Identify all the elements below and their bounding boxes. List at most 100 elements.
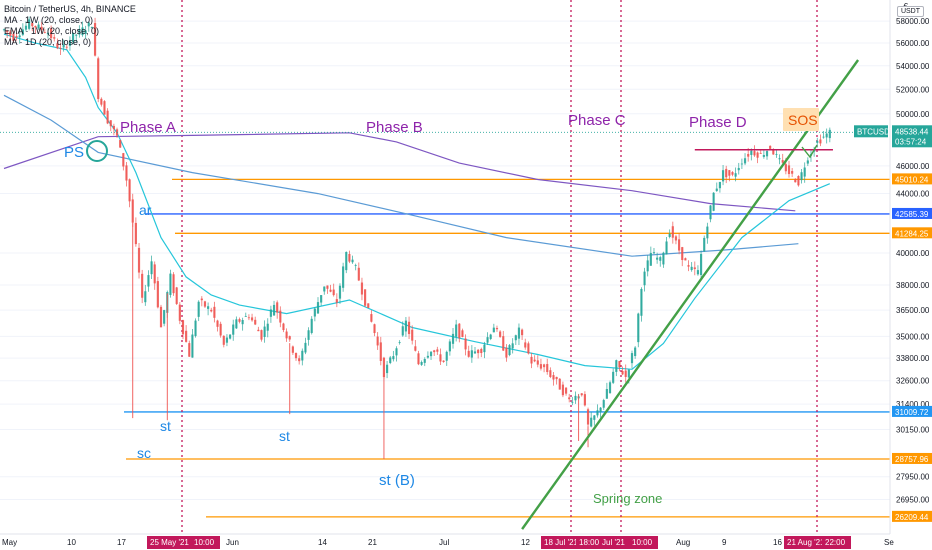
annotation-label: st (B)	[379, 472, 415, 489]
annotation-label: Phase A	[120, 119, 176, 136]
candle-body	[298, 358, 301, 362]
countdown-label: 03:57:24	[895, 137, 927, 146]
candle-body	[678, 239, 681, 251]
candle-body	[687, 265, 690, 267]
candle-body	[304, 342, 307, 353]
candle-body	[100, 98, 103, 105]
candle-body	[429, 351, 433, 357]
currency-button[interactable]: USDT	[896, 6, 924, 17]
candle-body	[797, 176, 800, 186]
candle-body	[646, 260, 649, 272]
candle-body	[461, 330, 464, 337]
annotation-label: Spring zone	[593, 491, 662, 506]
candle-body	[203, 301, 207, 307]
candle-body	[781, 160, 784, 163]
candle-body	[568, 397, 571, 400]
candle-body	[602, 400, 605, 408]
candle-body	[62, 44, 65, 48]
candle-body	[28, 19, 31, 29]
candle-body	[489, 334, 492, 339]
price-level-tag-label: 41284.25	[895, 229, 929, 238]
time-marker-label: 22:00	[825, 538, 846, 547]
time-marker-tag	[599, 536, 638, 549]
candle-body	[329, 289, 332, 292]
time-tick-label: Jun	[226, 538, 239, 547]
candle-body	[373, 324, 376, 334]
annotation-label: sc	[137, 445, 151, 461]
price-tick-label: 44000.00	[896, 190, 930, 199]
time-tick-label: 9	[722, 538, 727, 547]
price-level-tag-label: 45010.24	[895, 175, 929, 184]
candle-body	[734, 173, 737, 177]
symbol-title[interactable]: Bitcoin / TetherUS, 4h, BINANCE	[4, 4, 136, 14]
candle-body	[417, 353, 420, 365]
candle-body	[370, 314, 373, 322]
candle-body	[495, 327, 499, 330]
price-level-tag-label: 31009.72	[895, 408, 929, 417]
time-tick-label: 16	[773, 538, 782, 547]
candle-body	[486, 337, 489, 343]
candle-body	[593, 415, 596, 420]
price-tick-label: 40000.00	[896, 249, 930, 258]
ma-line-2	[3, 33, 831, 370]
candle-body	[517, 327, 521, 339]
candle-body	[743, 158, 747, 164]
candle-body	[50, 28, 53, 39]
time-marker-label: 18 Jul '21	[544, 538, 579, 547]
candle-body	[382, 357, 386, 378]
candle-body	[97, 58, 100, 99]
candle-body	[112, 125, 115, 130]
candle-body	[787, 165, 791, 175]
price-level-tag	[892, 207, 932, 219]
price-tick-label: 32600.00	[896, 377, 930, 386]
candle-body	[668, 233, 671, 237]
candle-body	[618, 361, 621, 368]
time-marker-tag	[822, 536, 851, 549]
candle-body	[207, 306, 210, 309]
candle-body	[379, 342, 382, 361]
candle-body	[134, 222, 137, 245]
candle-body	[225, 337, 229, 343]
indicator-ma-1w[interactable]: MA · 1W (20, close, 0)	[4, 15, 94, 25]
candle-body	[772, 150, 775, 155]
candle-body	[423, 359, 426, 363]
vertical-markers	[181, 0, 818, 534]
candle-body	[652, 252, 656, 254]
price-axis-bg	[890, 0, 932, 550]
candle-body	[769, 145, 772, 149]
indicator-ma-1d[interactable]: MA · 1D (20, close, 0)	[4, 37, 92, 47]
candle-body	[119, 140, 122, 148]
candle-body	[222, 335, 225, 345]
candle-body	[56, 43, 59, 49]
candle-body	[279, 310, 282, 323]
annotation-label: Phase D	[689, 114, 747, 131]
candle-body	[131, 199, 134, 223]
candle-body	[549, 370, 552, 377]
ma-line-0	[3, 132, 796, 212]
time-marker-tag	[147, 536, 199, 549]
candle-body	[627, 369, 630, 378]
candle-body	[662, 252, 665, 265]
indicator-ema-1w[interactable]: EMA · 1W (20, close, 0)	[4, 26, 100, 36]
candle-body	[18, 35, 21, 38]
candle-body	[404, 320, 408, 332]
candle-body	[583, 394, 586, 406]
candle-body	[725, 168, 728, 178]
time-axis[interactable]: May 10 17 25 May '21 10:00 Jun 14 21 Jul 12 18 Jul…	[0, 533, 932, 550]
candle-body	[740, 163, 743, 165]
price-level-tag-label: 28757.96	[895, 455, 929, 464]
candle-body	[571, 401, 574, 403]
candle-body	[178, 304, 181, 321]
time-marker-label: 25 May '21	[150, 538, 189, 547]
candle-body	[693, 267, 696, 270]
candle-body	[125, 165, 128, 181]
candle-body	[800, 172, 803, 181]
candle-body	[483, 344, 486, 353]
candle-body	[194, 320, 197, 337]
annotation-label: Phase B	[366, 119, 423, 136]
candle-body	[316, 302, 320, 314]
candle-body	[257, 329, 260, 332]
candle-body	[637, 313, 640, 343]
